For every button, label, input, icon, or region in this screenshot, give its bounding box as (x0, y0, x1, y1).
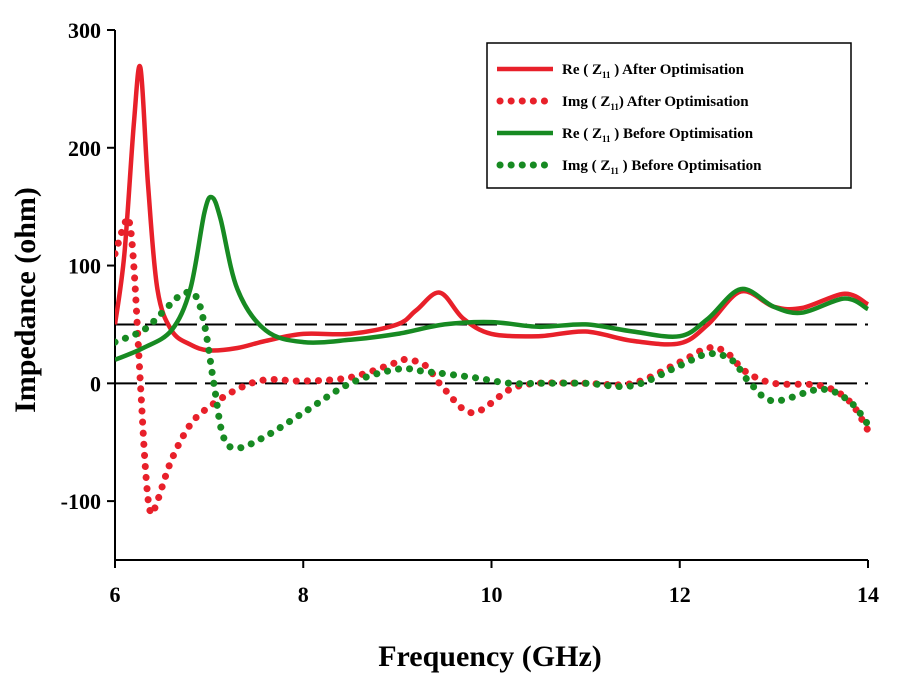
legend-label-0: Re ( Z11 ) After Optimisation (562, 62, 745, 80)
y-tick-label: 300 (68, 18, 101, 43)
x-tick-label: 6 (110, 582, 121, 607)
x-axis-title: Frequency (GHz) (378, 640, 602, 673)
legend-label-2: Re ( Z11 ) Before Optimisation (562, 126, 754, 144)
x-tick-label: 12 (669, 582, 691, 607)
y-tick-label: 100 (68, 254, 101, 279)
y-tick-label: 0 (90, 371, 101, 396)
series-line-1 (115, 213, 872, 518)
series-line-0 (115, 63, 870, 353)
y-tick-label: 200 (68, 136, 101, 161)
series-line-3 (115, 288, 872, 452)
x-tick-label: 10 (481, 582, 503, 607)
series-line-2 (115, 194, 870, 362)
legend-label-3: Img ( Z11 ) Before Optimisation (562, 158, 762, 176)
y-axis-title: Impedance (ohm) (9, 187, 42, 413)
x-tick-label: 8 (298, 582, 309, 607)
x-tick-label: 14 (857, 582, 879, 607)
legend-label-1: Img ( Z11) After Optimisation (562, 94, 749, 112)
y-tick-label: -100 (61, 489, 101, 514)
